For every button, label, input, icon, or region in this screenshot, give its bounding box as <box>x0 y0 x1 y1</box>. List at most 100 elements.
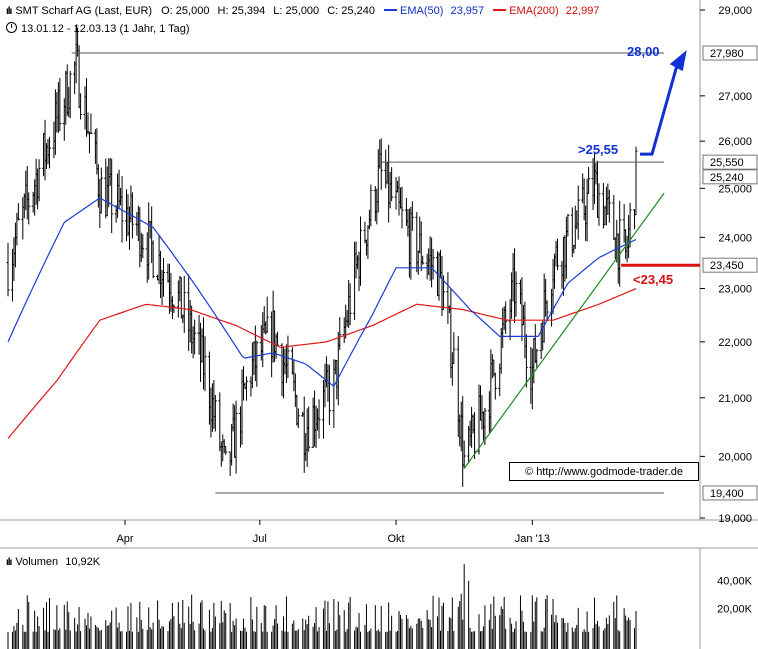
ema50-value: 23,957 <box>450 5 485 17</box>
level-label: 27,980 <box>710 48 744 60</box>
copyright-box: © http://www.godmode-trader.de <box>509 462 699 481</box>
y-tick-label: 22,000 <box>718 337 752 349</box>
ohlc-bar <box>79 93 83 120</box>
ohlc-bar <box>338 317 342 350</box>
ohlc-bar <box>307 406 311 452</box>
ohlc-bar <box>462 440 466 469</box>
ohlc-bar <box>566 213 570 237</box>
y-tick-label: 21,000 <box>718 393 752 405</box>
ema200-line <box>7 288 637 439</box>
ohlc-bar <box>286 335 290 379</box>
period-row: 13.01.12 - 12.03.13 (1 Jahr, 1 Tag) <box>6 22 190 35</box>
ohlc-bar <box>535 348 539 368</box>
volume-bars-icon: ılı <box>6 557 12 568</box>
target-arrow-line <box>640 65 679 156</box>
ohlc-bar <box>514 271 518 317</box>
level-label: 19,400 <box>710 488 744 500</box>
y-tick-label: 20,000 <box>718 451 752 463</box>
ohlc-bar <box>58 77 62 132</box>
level-label: 25,550 <box>710 157 744 169</box>
ohlc-bar <box>348 283 352 326</box>
ohlc-bar <box>89 113 93 134</box>
ohlc-bar <box>162 257 166 297</box>
volume-value: 10,92K <box>65 556 101 568</box>
ohlc-bar <box>390 167 394 202</box>
y-tick-label: 25,000 <box>718 183 752 195</box>
ohlc-bar <box>16 203 20 221</box>
price-plot <box>6 25 638 487</box>
ohlc-bar <box>213 394 217 432</box>
ohlc-bar <box>421 255 425 265</box>
ohlc-bar <box>400 186 404 229</box>
ohlc-bar <box>524 334 528 388</box>
ohlc-bar <box>431 248 435 280</box>
ohlc-bar <box>87 131 91 154</box>
y-tick-label: 27,000 <box>718 91 752 103</box>
ohlc-bar <box>193 319 197 355</box>
ohlc-bar <box>151 240 155 279</box>
clock-icon <box>6 22 17 33</box>
volume-header: ılı Volumen 10,92K <box>6 556 100 568</box>
level-box <box>702 257 758 273</box>
ohlc-bar <box>597 183 601 226</box>
ema200-value: 22,997 <box>565 5 600 17</box>
y-tick-label: 19,000 <box>718 513 752 525</box>
breakout-label: >25,55 <box>578 142 618 157</box>
target-label: 28,00 <box>627 44 660 59</box>
x-tick-label: Jan '13 <box>515 533 550 545</box>
ohlc-bar <box>68 70 72 119</box>
ohlc-bar <box>446 272 450 324</box>
ohlc-bar <box>612 194 616 240</box>
x-tick-label: Apr <box>116 533 133 545</box>
ohlc-bar <box>37 159 41 202</box>
annotations: 27,980 25,550 25,240 23,450 19,400 28,00 >25,5… <box>71 44 758 501</box>
ohlc-bar <box>556 238 559 271</box>
support-label: <23,45 <box>633 272 673 287</box>
ohlc-bar <box>234 400 238 474</box>
ohlc-bar <box>504 301 508 334</box>
ohlc-bar <box>410 201 414 231</box>
y-tick-label: 23,000 <box>718 283 752 295</box>
y-axis: 29,000 27,000 26,000 25,000 24,000 23,000 22,0… <box>700 5 752 525</box>
period-text: 13.01.12 - 12.03.13 (1 Jahr, 1 Tag) <box>21 23 190 35</box>
close-value: C: 25,240 <box>327 5 375 17</box>
ohlc-bar <box>27 192 31 225</box>
x-tick-label: Jul <box>253 533 267 545</box>
level-box <box>702 45 758 61</box>
ema200-label: EMA(200) <box>509 5 559 17</box>
volume-label: Volumen <box>15 556 59 568</box>
ohlc-bar <box>6 242 10 297</box>
y-tick-label: 29,000 <box>718 5 752 17</box>
ema50-swatch <box>384 9 397 12</box>
ohlc-bar <box>120 175 124 243</box>
ohlc-bar <box>244 376 248 401</box>
level-box <box>702 169 758 185</box>
ohlc-bar <box>255 340 259 387</box>
ohlc-bar <box>452 332 456 364</box>
level-box <box>702 485 758 501</box>
level-box <box>702 154 758 170</box>
y-tick-label: 26,000 <box>718 136 752 148</box>
ohlc-bar <box>359 216 363 286</box>
ohlc-bar <box>203 336 207 392</box>
ohlc-bar <box>587 167 591 194</box>
level-label: 23,450 <box>710 260 744 272</box>
x-axis: Apr Jul Okt Jan '13 <box>116 520 550 545</box>
ohlc-bar <box>99 167 103 214</box>
high-value: H: 25,394 <box>217 5 266 17</box>
ohlc-bar <box>369 184 373 227</box>
chart-header: ılı SMT Scharf AG (Last, EUR) O: 25,000 H… <box>6 5 599 17</box>
volume-tick-label: 40,00K <box>717 576 753 588</box>
ohlc-bar <box>276 331 280 347</box>
ohlc-bar <box>634 146 638 216</box>
bar-chart-icon: ılı <box>6 6 12 17</box>
instrument-title: SMT Scharf AG (Last, EUR) <box>15 5 153 17</box>
target-arrow-head <box>669 50 687 72</box>
ohlc-bar <box>141 234 145 259</box>
ohlc-bar <box>317 399 321 439</box>
ohlc-bar <box>493 372 497 400</box>
ohlc-bar <box>47 136 51 169</box>
trendline <box>463 192 665 469</box>
